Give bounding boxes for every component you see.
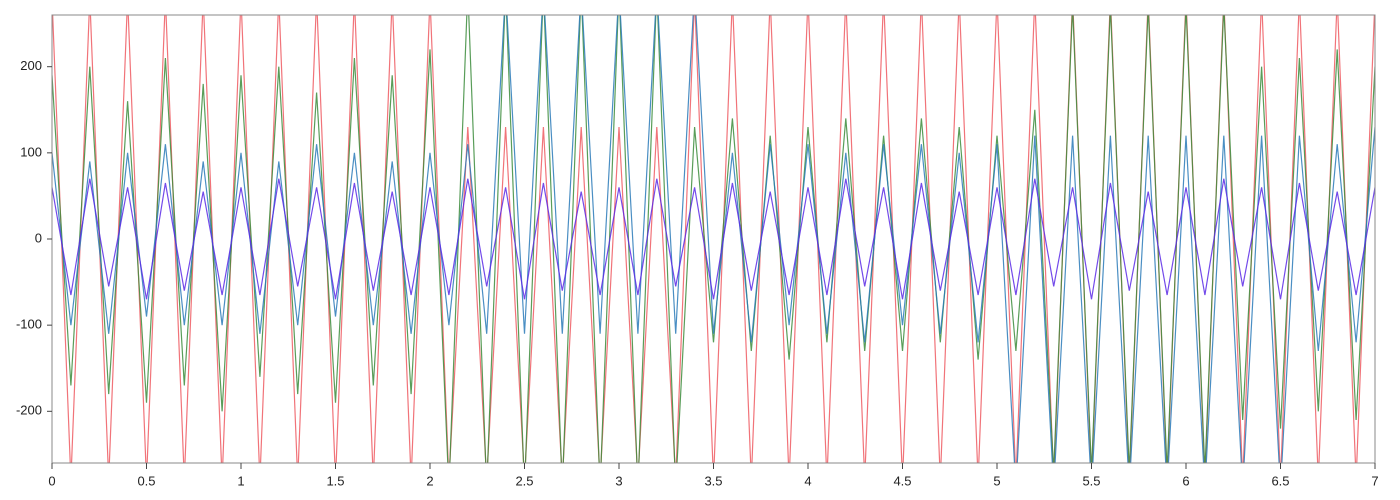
plot-area [52,15,1375,463]
x-tick-label: 0.5 [137,473,155,488]
x-tick-label: 7 [1371,473,1378,488]
signal-line [52,15,1375,463]
x-tick-label: 1.5 [326,473,344,488]
x-tick-label: 2.5 [515,473,533,488]
x-tick-label: 5.5 [1082,473,1100,488]
x-tick-label: 4 [804,473,811,488]
y-tick-label: 0 [35,230,42,245]
x-tick-label: 5 [993,473,1000,488]
signal-line [52,178,1375,300]
y-tick-label: 100 [20,144,42,159]
x-tick-label: 0 [48,473,55,488]
x-tick-label: 1 [237,473,244,488]
y-tick-label: 200 [20,58,42,73]
x-tick-label: 4.5 [893,473,911,488]
y-tick-label: -100 [16,317,42,332]
x-tick-label: 3.5 [704,473,722,488]
x-tick-label: 6 [1182,473,1189,488]
y-tick-label: -200 [16,403,42,418]
x-tick-label: 2 [426,473,433,488]
x-tick-label: 3 [615,473,622,488]
x-tick-label: 6.5 [1271,473,1289,488]
